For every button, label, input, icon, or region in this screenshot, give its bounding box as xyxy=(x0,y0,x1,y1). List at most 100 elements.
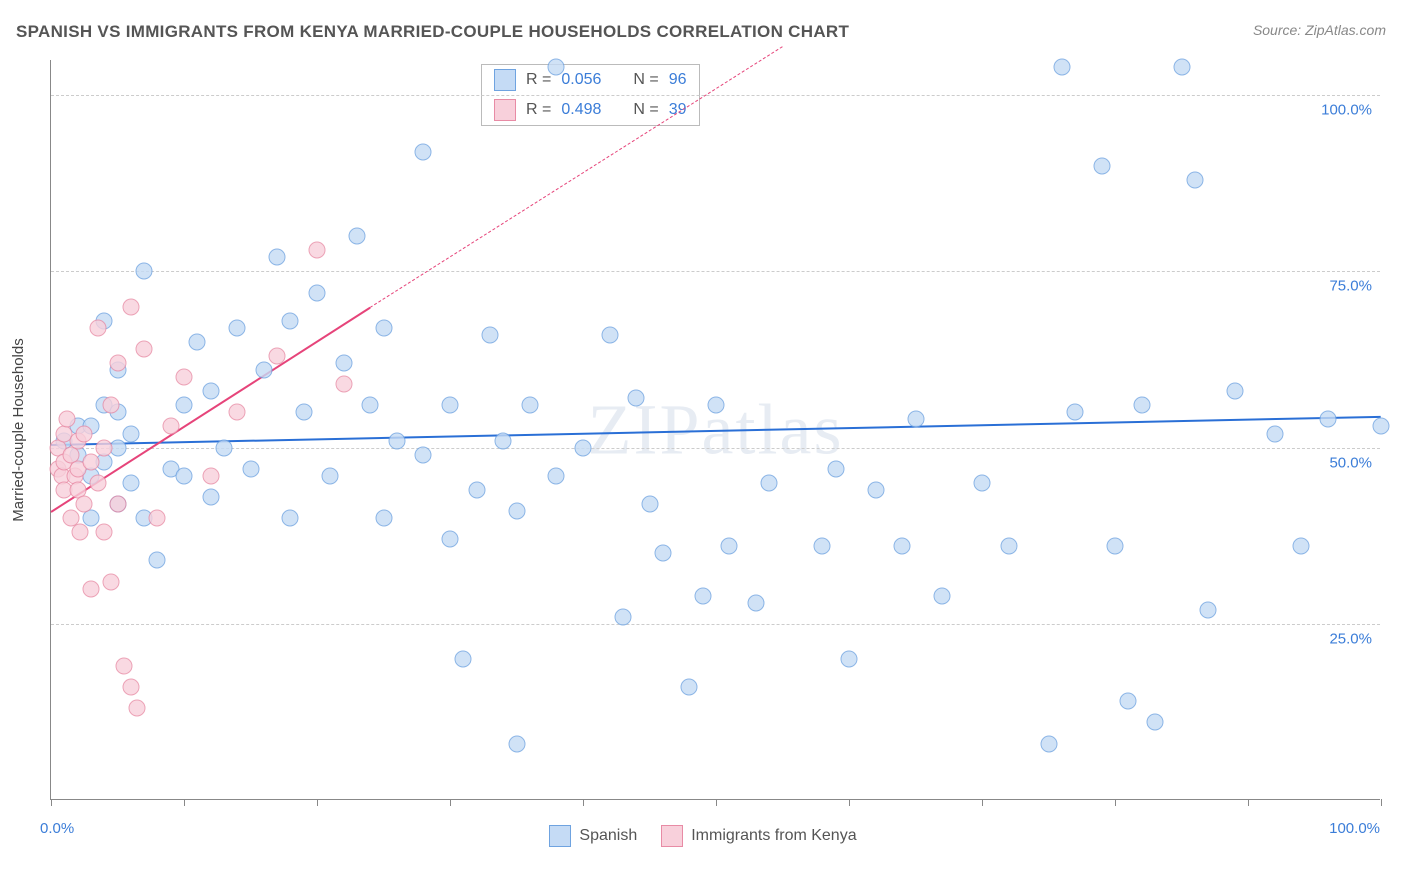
data-point xyxy=(176,397,193,414)
stats-row: R =0.056N =96 xyxy=(482,65,699,95)
x-tick xyxy=(450,799,451,806)
x-tick xyxy=(184,799,185,806)
data-point xyxy=(362,397,379,414)
x-tick xyxy=(1381,799,1382,806)
data-point xyxy=(721,538,738,555)
y-tick-label: 100.0% xyxy=(1321,102,1372,119)
data-point xyxy=(814,538,831,555)
data-point xyxy=(974,474,991,491)
chart-container: SPANISH VS IMMIGRANTS FROM KENYA MARRIED… xyxy=(0,0,1406,892)
data-point xyxy=(1093,157,1110,174)
data-point xyxy=(176,369,193,386)
data-point xyxy=(654,545,671,562)
data-point xyxy=(1293,538,1310,555)
legend-swatch xyxy=(661,825,683,847)
r-label: R = xyxy=(526,101,551,119)
data-point xyxy=(841,651,858,668)
r-value: 0.056 xyxy=(561,71,601,89)
data-point xyxy=(1186,171,1203,188)
data-point xyxy=(335,376,352,393)
data-point xyxy=(894,538,911,555)
data-point xyxy=(481,326,498,343)
data-point xyxy=(255,362,272,379)
data-point xyxy=(1053,59,1070,76)
data-point xyxy=(442,397,459,414)
x-tick xyxy=(1115,799,1116,806)
data-point xyxy=(202,383,219,400)
chart-title: SPANISH VS IMMIGRANTS FROM KENYA MARRIED… xyxy=(16,22,849,42)
data-point xyxy=(96,439,113,456)
data-point xyxy=(442,531,459,548)
data-point xyxy=(907,411,924,428)
data-point xyxy=(1120,693,1137,710)
y-tick-label: 75.0% xyxy=(1329,278,1372,295)
bottom-legend: Spanish Immigrants from Kenya xyxy=(0,825,1406,847)
data-point xyxy=(348,228,365,245)
x-tick xyxy=(317,799,318,806)
data-point xyxy=(176,467,193,484)
data-point xyxy=(521,397,538,414)
data-point xyxy=(761,474,778,491)
data-point xyxy=(415,446,432,463)
data-point xyxy=(162,418,179,435)
data-point xyxy=(1107,538,1124,555)
r-label: R = xyxy=(526,71,551,89)
data-point xyxy=(335,355,352,372)
legend-swatch xyxy=(549,825,571,847)
data-point xyxy=(1226,383,1243,400)
legend-item: Spanish xyxy=(549,825,637,847)
data-point xyxy=(747,594,764,611)
gridline xyxy=(51,95,1380,96)
data-point xyxy=(1173,59,1190,76)
plot-area: ZIPatlas R =0.056N =96R =0.498N =39 25.0… xyxy=(50,60,1380,800)
data-point xyxy=(122,425,139,442)
n-label: N = xyxy=(633,101,658,119)
x-tick xyxy=(51,799,52,806)
data-point xyxy=(96,524,113,541)
data-point xyxy=(1373,418,1390,435)
data-point xyxy=(189,333,206,350)
data-point xyxy=(89,319,106,336)
data-point xyxy=(102,573,119,590)
data-point xyxy=(827,460,844,477)
data-point xyxy=(681,679,698,696)
data-point xyxy=(282,510,299,527)
data-point xyxy=(322,467,339,484)
data-point xyxy=(202,467,219,484)
legend-label: Immigrants from Kenya xyxy=(691,827,856,845)
legend-swatch xyxy=(494,69,516,91)
data-point xyxy=(82,453,99,470)
data-point xyxy=(415,143,432,160)
data-point xyxy=(149,510,166,527)
data-point xyxy=(109,355,126,372)
data-point xyxy=(122,679,139,696)
data-point xyxy=(455,651,472,668)
data-point xyxy=(508,735,525,752)
data-point xyxy=(89,474,106,491)
gridline xyxy=(51,624,1380,625)
data-point xyxy=(309,242,326,259)
y-tick-label: 50.0% xyxy=(1329,454,1372,471)
data-point xyxy=(694,587,711,604)
x-tick xyxy=(583,799,584,806)
data-point xyxy=(1200,601,1217,618)
data-point xyxy=(215,439,232,456)
data-point xyxy=(1133,397,1150,414)
data-point xyxy=(934,587,951,604)
data-point xyxy=(708,397,725,414)
x-tick xyxy=(849,799,850,806)
data-point xyxy=(122,474,139,491)
trend-line xyxy=(51,416,1381,446)
data-point xyxy=(58,411,75,428)
data-point xyxy=(136,340,153,357)
data-point xyxy=(508,503,525,520)
n-label: N = xyxy=(633,71,658,89)
data-point xyxy=(269,249,286,266)
data-point xyxy=(628,390,645,407)
legend-label: Spanish xyxy=(579,827,637,845)
data-point xyxy=(229,404,246,421)
data-point xyxy=(575,439,592,456)
x-tick xyxy=(716,799,717,806)
data-point xyxy=(641,496,658,513)
data-point xyxy=(495,432,512,449)
